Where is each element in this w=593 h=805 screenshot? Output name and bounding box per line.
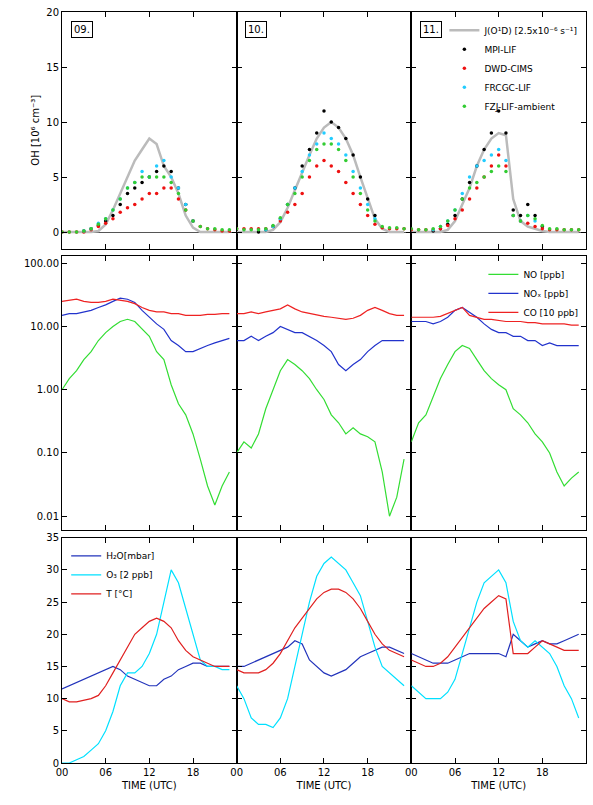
svg-text:TIME (UTC): TIME (UTC) (470, 780, 526, 791)
svg-text:06: 06 (274, 767, 287, 778)
svg-text:20: 20 (46, 7, 59, 18)
svg-text:18: 18 (536, 767, 549, 778)
svg-text:OH [10⁶ cm⁻³]: OH [10⁶ cm⁻³] (30, 95, 41, 166)
svg-text:1.00: 1.00 (37, 384, 59, 395)
svg-text:18: 18 (187, 767, 200, 778)
svg-text:12: 12 (492, 767, 505, 778)
svg-text:100.00: 100.00 (24, 258, 59, 269)
svg-text:FZJ-LIF-ambient: FZJ-LIF-ambient (484, 102, 555, 112)
svg-text:10.00: 10.00 (30, 321, 59, 332)
svg-text:06: 06 (99, 767, 112, 778)
svg-text:DWD-CIMS: DWD-CIMS (484, 64, 533, 74)
svg-text:O₃ [2 ppb]: O₃ [2 ppb] (106, 570, 152, 580)
svg-text:30: 30 (46, 564, 59, 575)
svg-text:0.01: 0.01 (37, 511, 59, 522)
svg-text:10: 10 (46, 117, 59, 128)
svg-text:0.10: 0.10 (37, 447, 59, 458)
svg-text:5: 5 (53, 725, 59, 736)
svg-text:J(O¹D) [2.5x10⁻⁶ s⁻¹]: J(O¹D) [2.5x10⁻⁶ s⁻¹] (483, 26, 577, 36)
svg-text:35: 35 (46, 532, 59, 543)
svg-text:0: 0 (53, 227, 59, 238)
svg-text:09.: 09. (74, 24, 90, 35)
svg-text:10: 10 (46, 693, 59, 704)
svg-text:T [°C]: T [°C] (105, 589, 132, 599)
svg-text:00: 00 (230, 767, 243, 778)
svg-text:MPI-LIF: MPI-LIF (484, 45, 516, 55)
svg-text:25: 25 (46, 597, 59, 608)
svg-text:12: 12 (143, 767, 156, 778)
svg-text:11.: 11. (423, 24, 439, 35)
svg-text:06: 06 (449, 767, 462, 778)
svg-text:FRCGC-LIF: FRCGC-LIF (484, 83, 531, 93)
svg-text:NO [ppb]: NO [ppb] (523, 270, 564, 280)
svg-text:12: 12 (318, 767, 331, 778)
svg-text:15: 15 (46, 62, 59, 73)
svg-text:H₂O[mbar]: H₂O[mbar] (106, 551, 154, 561)
svg-text:CO [10 ppb]: CO [10 ppb] (523, 308, 578, 318)
svg-text:10.: 10. (248, 24, 264, 35)
svg-text:TIME (UTC): TIME (UTC) (296, 780, 352, 791)
svg-text:NOₓ [ppb]: NOₓ [ppb] (523, 289, 568, 299)
svg-text:18: 18 (361, 767, 374, 778)
svg-text:00: 00 (56, 767, 69, 778)
svg-text:20: 20 (46, 629, 59, 640)
svg-text:00: 00 (405, 767, 418, 778)
svg-text:15: 15 (46, 661, 59, 672)
svg-text:TIME (UTC): TIME (UTC) (121, 780, 177, 791)
svg-text:0: 0 (53, 758, 59, 769)
svg-text:5: 5 (53, 172, 59, 183)
